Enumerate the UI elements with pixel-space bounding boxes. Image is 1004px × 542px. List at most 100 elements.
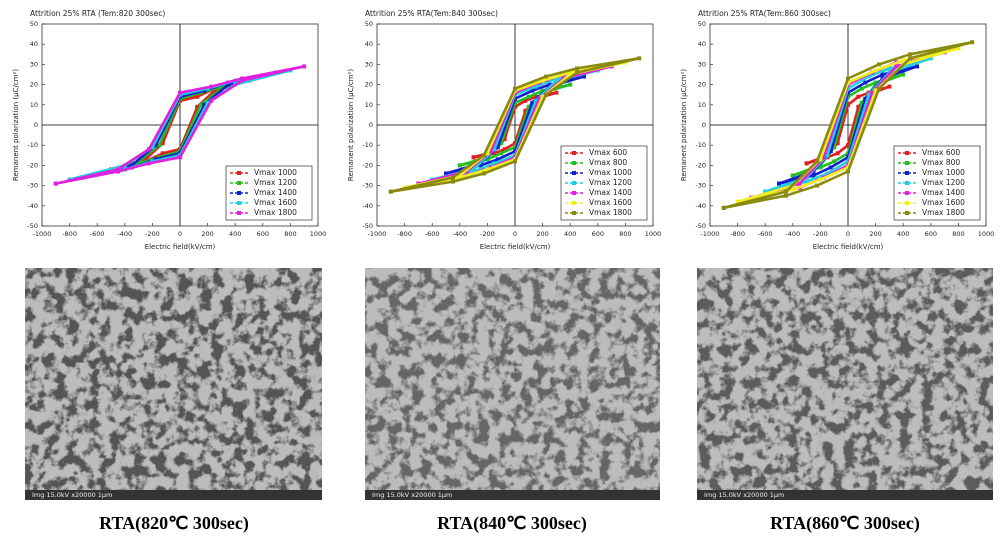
point-marker <box>450 179 455 184</box>
point-marker <box>877 86 882 91</box>
point-marker <box>811 173 816 178</box>
point-marker <box>471 155 476 160</box>
point-marker <box>540 88 545 93</box>
x-tick-label: -1000 <box>701 230 720 238</box>
legend-label: Vmax 800 <box>922 158 960 167</box>
legend-marker <box>905 201 909 205</box>
sem-bar <box>697 490 993 500</box>
point-marker <box>777 181 781 186</box>
point-marker <box>195 104 200 109</box>
point-marker <box>873 88 878 93</box>
point-marker <box>209 98 214 103</box>
y-tick-label: 30 <box>365 60 373 68</box>
point-marker <box>481 171 486 176</box>
point-marker <box>205 100 210 105</box>
point-marker <box>485 167 490 172</box>
point-marker <box>901 72 906 77</box>
y-tick-label: 30 <box>30 60 38 68</box>
legend-label: Vmax 1200 <box>922 178 965 187</box>
x-tick-label: -200 <box>813 230 828 238</box>
point-marker <box>513 149 517 154</box>
point-marker <box>915 64 919 69</box>
x-tick-label: 600 <box>257 230 269 238</box>
legend-marker <box>905 151 909 155</box>
point-marker <box>160 141 165 146</box>
sem-bar <box>365 490 660 500</box>
point-marker <box>513 100 517 105</box>
y-tick-label: 0 <box>702 121 706 129</box>
point-marker <box>488 149 493 154</box>
y-tick-label: -30 <box>362 182 373 190</box>
legend-label: Vmax 600 <box>922 148 960 157</box>
point-marker <box>209 84 214 89</box>
point-marker <box>540 78 545 83</box>
point-marker <box>150 145 155 150</box>
point-marker <box>478 163 483 168</box>
y-tick-label: -30 <box>695 182 706 190</box>
y-tick-label: 40 <box>698 40 706 48</box>
point-marker <box>835 151 840 156</box>
x-tick-label: 1000 <box>310 230 327 238</box>
x-tick-label: -1000 <box>33 230 52 238</box>
point-marker <box>205 86 210 91</box>
point-marker <box>554 76 559 81</box>
x-axis-label: Electric field(kV/cm) <box>813 243 884 251</box>
point-marker <box>818 165 823 170</box>
point-marker <box>821 155 826 160</box>
point-marker <box>856 94 861 99</box>
point-marker <box>828 149 833 154</box>
legend-label: Vmax 1200 <box>589 178 632 187</box>
point-marker <box>804 161 809 166</box>
y-tick-label: 10 <box>30 101 38 109</box>
point-marker <box>544 74 549 79</box>
point-marker <box>818 177 823 182</box>
point-marker <box>499 151 504 156</box>
point-marker <box>866 92 871 97</box>
caption: RTA(840℃ 300sec) <box>437 513 587 534</box>
point-marker <box>115 169 120 174</box>
caption: RTA(820℃ 300sec) <box>99 513 249 534</box>
point-marker <box>526 94 531 99</box>
y-tick-label: -30 <box>27 182 38 190</box>
point-marker <box>495 145 500 150</box>
point-marker <box>783 193 788 198</box>
point-marker <box>846 80 850 85</box>
point-marker <box>526 104 531 109</box>
legend-marker <box>572 151 576 155</box>
legend-label: Vmax 1400 <box>589 188 632 197</box>
legend-marker <box>572 201 576 205</box>
x-tick-label: -800 <box>62 230 77 238</box>
point-marker <box>894 64 899 69</box>
y-tick-label: -40 <box>695 202 706 210</box>
point-marker <box>880 72 885 77</box>
point-marker <box>444 171 448 176</box>
point-marker <box>568 70 573 75</box>
point-marker <box>530 88 535 93</box>
x-tick-label: 1000 <box>978 230 995 238</box>
legend-label: Vmax 1800 <box>589 208 632 217</box>
sem-image <box>25 268 322 500</box>
point-marker <box>457 163 462 168</box>
legend-marker <box>572 191 576 195</box>
point-marker <box>492 147 497 152</box>
point-marker <box>735 199 740 204</box>
point-marker <box>956 46 961 51</box>
point-marker <box>178 90 182 95</box>
y-tick-label: 0 <box>34 121 38 129</box>
x-tick-label: 400 <box>229 230 241 238</box>
point-marker <box>846 169 850 174</box>
sem-label: Img 15.0kV x20000 1μm <box>32 491 112 499</box>
point-marker <box>901 58 906 63</box>
point-marker <box>219 86 224 91</box>
point-marker <box>537 96 542 101</box>
point-marker <box>457 175 462 180</box>
point-marker <box>481 153 486 158</box>
point-marker <box>533 84 538 89</box>
sem-label: Img 15.0kV x20000 1μm <box>372 491 452 499</box>
point-marker <box>160 151 165 156</box>
point-marker <box>533 94 538 99</box>
y-tick-label: 20 <box>698 81 706 89</box>
point-marker <box>825 153 830 158</box>
point-marker <box>908 56 913 61</box>
point-marker <box>790 173 795 178</box>
